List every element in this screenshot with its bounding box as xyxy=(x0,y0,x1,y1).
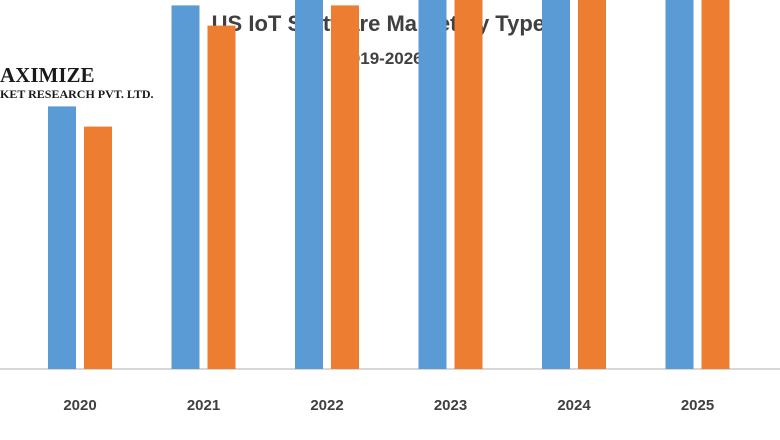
bar-2024-series-1 xyxy=(542,0,570,370)
chart-subtitle: 2019-2026 xyxy=(341,49,422,68)
logo-main-text: AXIMIZE xyxy=(0,63,95,87)
bar-2025-series-1 xyxy=(665,0,694,369)
logo-sub-text: KET RESEARCH PVT. LTD. xyxy=(0,87,154,101)
x-tick-label-2021: 2021 xyxy=(187,397,220,414)
bar-2021-series-2 xyxy=(207,25,236,369)
x-tick-label-2023: 2023 xyxy=(434,397,467,414)
x-tick-label-2022: 2022 xyxy=(310,397,343,414)
bar-2023-series-1 xyxy=(418,0,447,369)
bar-2021-series-1 xyxy=(171,5,200,370)
company-logo: AXIMIZE KET RESEARCH PVT. LTD. xyxy=(0,63,154,101)
bar-2025-series-2 xyxy=(701,0,730,370)
bar-2020-series-2 xyxy=(84,126,112,369)
x-tick-label-2020: 2020 xyxy=(63,397,96,414)
chart-title: US IoT Software Market by Type: xyxy=(212,11,553,36)
x-tick-label-2024: 2024 xyxy=(557,397,591,414)
plot-area: 2020 2021 2022 2023 2024 2025 xyxy=(0,0,780,414)
bar-2020-series-1 xyxy=(48,106,76,370)
bar-2022-series-2 xyxy=(331,5,359,370)
bar-2024-series-2 xyxy=(578,0,606,369)
bar-2023-series-2 xyxy=(454,0,483,369)
bar-2022-series-1 xyxy=(295,0,323,369)
x-tick-label-2025: 2025 xyxy=(681,397,714,414)
